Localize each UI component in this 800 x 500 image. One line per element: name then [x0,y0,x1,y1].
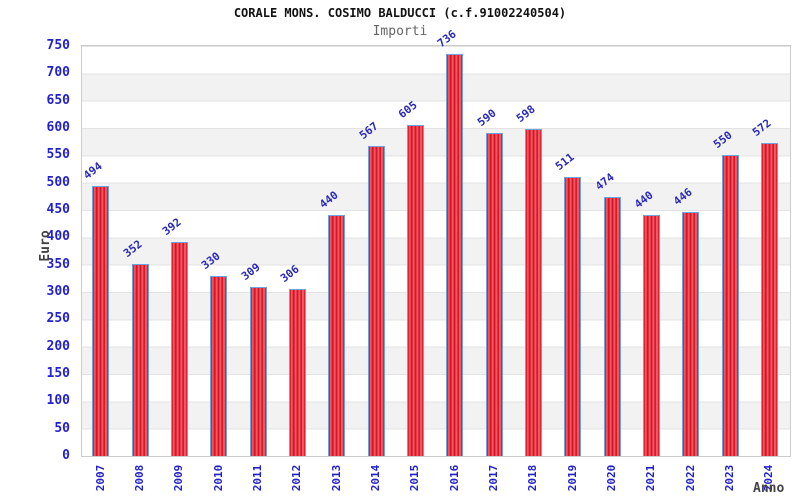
y-tick-label: 500 [46,174,70,190]
x-tick-label-2013: 2013 [329,464,343,492]
bar-2016 [446,53,464,456]
bar-2022 [682,212,700,456]
y-tick-label: 650 [46,92,70,108]
y-tick-label: 750 [46,38,70,53]
chart-subtitle: Importi [372,24,428,39]
bar-2021 [642,215,660,456]
x-tick-label-2014: 2014 [369,464,382,492]
bar-2012 [288,288,306,456]
x-tick-label-2020: 2020 [605,464,618,492]
y-tick-label: 250 [46,311,70,327]
bar-2008 [131,263,149,456]
y-tick-label: 700 [46,65,70,81]
chart-title: CORALE MONS. COSIMO BALDUCCI (c.f.910022… [233,6,567,20]
plot-area [81,45,791,457]
x-tick-label-2010: 2010 [211,464,225,492]
x-tick-label-2021: 2021 [644,464,658,492]
x-tick-label-2023: 2023 [723,464,736,492]
y-tick-label: 200 [46,338,70,354]
y-tick-label: 350 [46,256,70,272]
bar-2010 [210,275,228,456]
x-tick-label-2022: 2022 [683,464,697,492]
x-tick-label-2007: 2007 [93,464,107,492]
bar-2024 [760,143,778,456]
bar-2018 [524,129,542,456]
y-tick-label: 150 [46,366,70,381]
bar-2011 [249,287,267,456]
y-tick-label: 450 [46,202,70,217]
y-axis-title: Euro [38,230,53,262]
y-tick-label: 400 [46,229,70,245]
bar-2023 [721,155,739,456]
x-tick-label-2015: 2015 [408,464,422,492]
bar-2015 [406,125,424,456]
x-tick-label-2017: 2017 [487,464,500,492]
bar-2017 [485,133,503,456]
bar-2019 [564,176,582,456]
bar-2009 [170,241,188,456]
x-tick-label-2008: 2008 [133,464,146,492]
y-tick-label: 600 [46,120,70,135]
x-tick-label-2018: 2018 [526,464,540,492]
x-tick-label-2011: 2011 [251,464,264,492]
x-tick-label-2012: 2012 [290,464,304,492]
bar-2014 [367,146,385,456]
x-tick-label-2009: 2009 [172,464,186,492]
x-axis-title: Anno [753,481,785,496]
x-tick-label-2016: 2016 [447,464,461,492]
bar-2007 [92,185,110,456]
y-tick-label: 100 [46,393,70,409]
bar-2020 [603,196,621,456]
x-tick-label-2019: 2019 [565,464,579,492]
y-tick-label: 0 [62,448,70,463]
y-tick-label: 50 [54,420,70,436]
y-tick-label: 300 [46,284,70,299]
bar-2013 [328,215,346,456]
y-tick-label: 550 [46,147,70,163]
